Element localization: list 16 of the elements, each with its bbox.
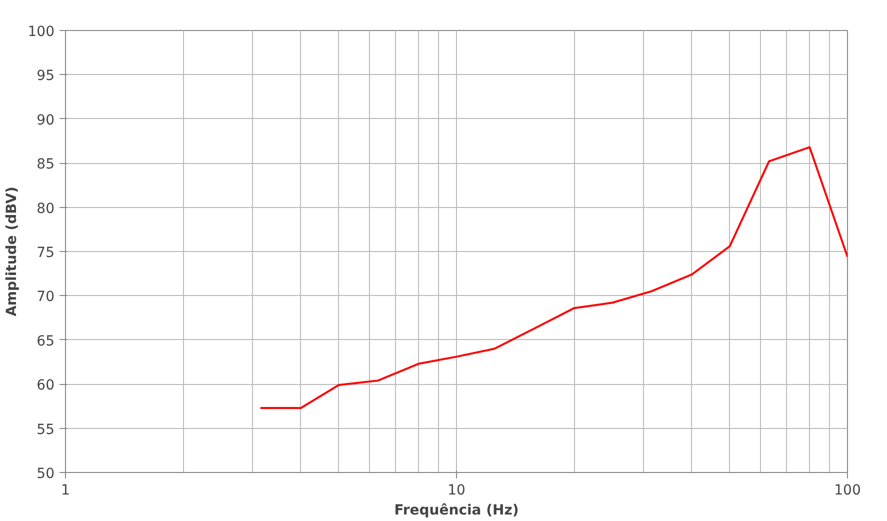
y-tick-label: 55 [36,422,55,438]
x-axis-title: Frequência (Hz) [394,502,519,518]
y-axis-title: Amplitude (dBV) [4,186,20,316]
y-tick-label: 65 [36,333,55,350]
y-tick-label: 85 [36,156,55,173]
y-tick-label: 100 [28,24,55,40]
y-tick-label: 60 [36,378,55,394]
x-tick-label: 100 [834,482,861,498]
y-tick-label: 90 [36,112,55,128]
x-tick-label: 10 [448,482,466,498]
x-tick-label: 1 [61,482,70,498]
y-tick-label: 95 [36,68,55,84]
y-tick-label: 50 [36,466,55,482]
y-tick-label: 80 [36,200,55,217]
y-tick-label: 75 [36,245,55,261]
y-tick-label: 70 [36,289,55,306]
